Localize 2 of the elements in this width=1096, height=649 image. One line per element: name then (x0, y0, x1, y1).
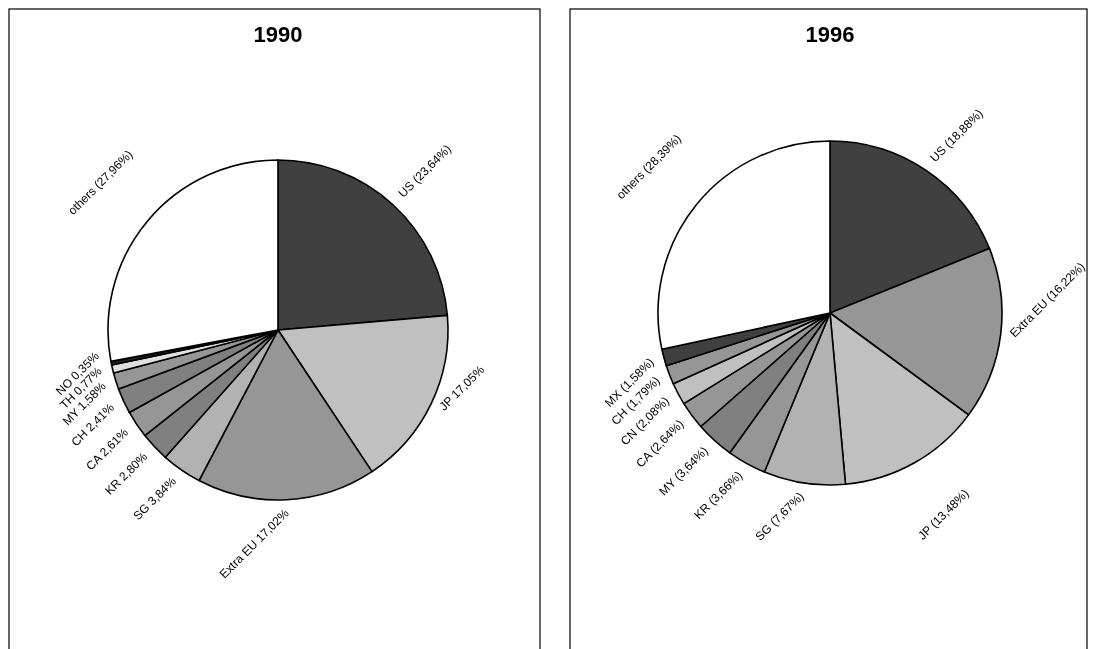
chart-title: 1990 (253, 22, 303, 47)
chart-title: 1996 (805, 22, 855, 47)
